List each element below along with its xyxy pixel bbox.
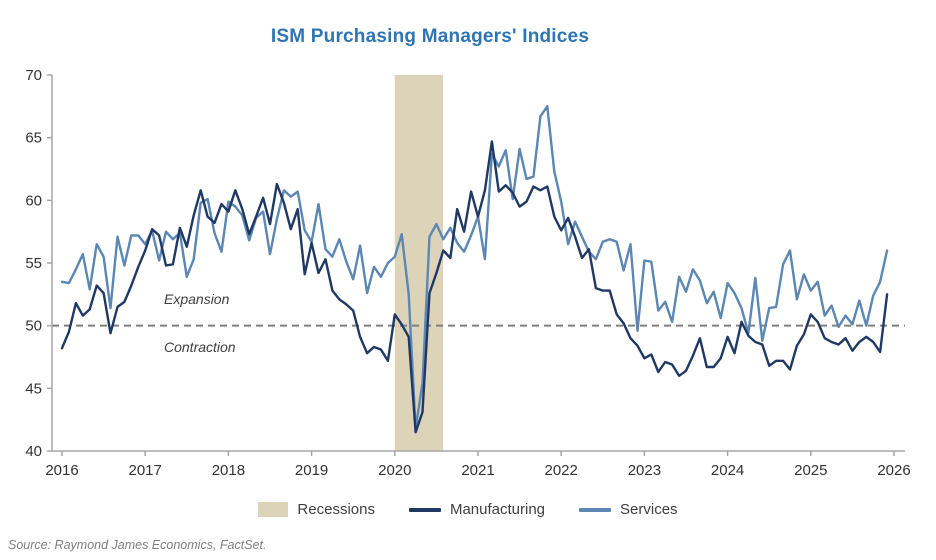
x-tick-label: 2018 xyxy=(212,462,245,479)
x-tick-label: 2019 xyxy=(295,462,328,479)
y-tick-label: 40 xyxy=(25,443,42,460)
source-note: Source: Raymond James Economics, FactSet… xyxy=(8,538,267,552)
legend-item-recessions: Recessions xyxy=(258,501,375,518)
y-tick-label: 50 xyxy=(25,318,42,335)
y-tick-label: 60 xyxy=(25,192,42,209)
recession-band xyxy=(394,75,444,451)
x-tick-label: 2021 xyxy=(461,462,494,479)
contraction-annotation: Contraction xyxy=(164,339,236,355)
x-tick-label: 2016 xyxy=(45,462,78,479)
y-tick-label: 45 xyxy=(25,380,42,397)
expansion-annotation: Expansion xyxy=(164,291,230,307)
series-line-manufacturing xyxy=(60,140,889,434)
legend-item-services: Services xyxy=(579,501,678,518)
legend-label-recessions: Recessions xyxy=(297,501,375,518)
legend-item-manufacturing: Manufacturing xyxy=(408,501,546,518)
legend-label-services: Services xyxy=(620,501,678,518)
x-tick-label: 2022 xyxy=(545,462,578,479)
legend-label-manufacturing: Manufacturing xyxy=(449,501,546,518)
x-tick-label: 2020 xyxy=(378,462,411,479)
x-tick-label: 2026 xyxy=(877,462,910,479)
chart-legend: Recessions Manufacturing Services xyxy=(0,501,936,518)
x-tick-label: 2025 xyxy=(794,462,827,479)
x-tick-label: 2023 xyxy=(628,462,661,479)
x-tick-label: 2017 xyxy=(129,462,162,479)
services-line-swatch xyxy=(579,507,612,512)
chart-title: ISM Purchasing Managers' Indices xyxy=(270,26,590,47)
series-line-services xyxy=(60,105,889,430)
manufacturing-line-swatch xyxy=(408,507,441,512)
y-tick-label: 65 xyxy=(25,130,42,147)
y-tick-label: 55 xyxy=(25,255,42,272)
x-tick-label: 2024 xyxy=(711,462,744,479)
recession-band-swatch xyxy=(258,502,289,517)
y-tick-label: 70 xyxy=(25,67,42,84)
